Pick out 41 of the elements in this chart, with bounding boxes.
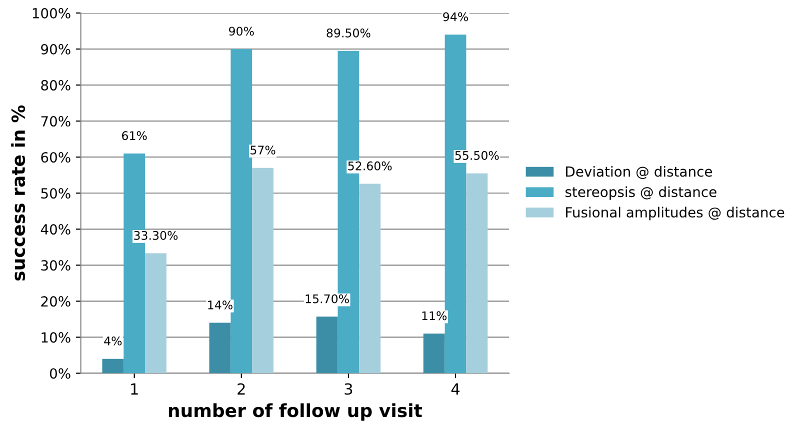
y-axis-title: success rate in % — [11, 105, 26, 281]
data-label: 52.60% — [348, 161, 392, 170]
y-tick-label: 70% — [41, 116, 70, 127]
legend-label: Fusional amplitudes @ distance — [566, 206, 784, 220]
y-tick-label: 80% — [41, 80, 70, 91]
legend-label: stereopsis @ distance — [565, 186, 716, 200]
bar — [466, 173, 488, 374]
bar — [252, 168, 274, 374]
y-tick-label: 100% — [32, 8, 70, 18]
y-tick-label: 40% — [40, 224, 70, 235]
x-axis-title: number of follow up visit — [168, 403, 422, 421]
x-tick-label: 1 — [131, 383, 138, 395]
data-label: 89.50% — [326, 28, 370, 38]
bar — [145, 253, 166, 374]
y-tick-label: 60% — [41, 152, 70, 163]
x-tick-label: 4 — [451, 383, 460, 395]
bar — [423, 334, 445, 374]
data-label: 55.50% — [455, 150, 499, 160]
y-tick-label: 90% — [41, 44, 70, 55]
data-label: 90% — [229, 26, 254, 36]
y-tick-label: 50% — [41, 188, 70, 199]
data-label: 4% — [104, 336, 122, 346]
x-tick-label: 2 — [238, 383, 245, 395]
data-label: 61% — [122, 131, 147, 140]
bar — [209, 322, 231, 374]
data-label: 33.30% — [134, 230, 178, 240]
legend-label: Deviation @ distance — [566, 166, 712, 179]
bar — [230, 49, 252, 374]
bar — [316, 316, 338, 374]
y-tick-label: 10% — [42, 332, 70, 343]
data-label: 14% — [208, 300, 232, 310]
x-tick-label: 3 — [344, 383, 352, 395]
bar — [102, 358, 124, 374]
y-tick-label: 20% — [41, 296, 70, 307]
data-label: 57% — [250, 146, 276, 155]
y-tick-label: 30% — [41, 260, 70, 271]
data-label: 94% — [443, 12, 468, 22]
y-tick-label: 0% — [50, 368, 70, 379]
data-label: 11% — [422, 311, 447, 320]
data-label: 15.70% — [306, 294, 349, 304]
bar — [359, 184, 381, 374]
